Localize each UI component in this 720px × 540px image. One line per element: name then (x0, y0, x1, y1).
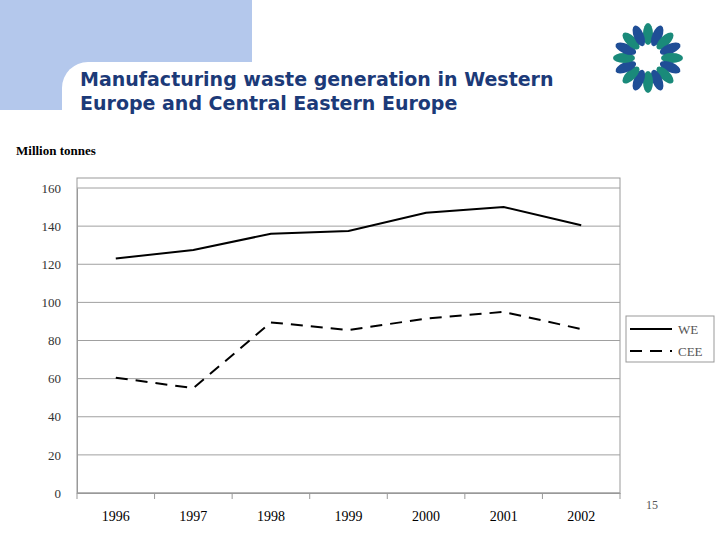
y-tick: 40 (48, 409, 77, 424)
series-line (116, 312, 581, 388)
legend: WE CEE (626, 316, 714, 362)
grid-line (77, 264, 620, 265)
x-tick: 2002 (567, 493, 595, 524)
grid-line (77, 188, 620, 189)
x-tick-label: 2000 (412, 509, 440, 524)
legend-label: WE (678, 322, 698, 337)
x-axis: 1996 1997 1998 1999 2000 2001 2002 (78, 493, 621, 524)
x-separator (309, 493, 310, 499)
y-axis-title: Million tonnes (16, 143, 96, 158)
x-tick-label: 1996 (102, 509, 130, 524)
x-separator (620, 493, 621, 499)
plot-frame (77, 178, 620, 493)
grid-line (77, 340, 620, 341)
x-separator (542, 493, 543, 499)
decor-panel (62, 62, 720, 540)
x-separators (77, 493, 620, 499)
x-tick: 1997 (179, 493, 207, 524)
y-tick: 160 (42, 181, 78, 196)
legend-label: CEE (678, 344, 703, 359)
x-tick-label: 1998 (257, 509, 285, 524)
x-tick: 2000 (412, 493, 440, 524)
logo (613, 23, 683, 93)
grid-line (77, 416, 620, 417)
y-tick: 80 (48, 333, 77, 348)
x-tick: 1996 (102, 493, 130, 524)
y-tick: 20 (48, 448, 77, 463)
y-tick: 140 (42, 219, 78, 234)
x-tick: 2001 (490, 493, 518, 524)
legend-box (626, 316, 714, 362)
grid-line (77, 493, 620, 494)
y-tick: 60 (48, 371, 77, 386)
title: Manufacturing waste generation in Wester… (80, 68, 554, 114)
decor-panel-left (0, 110, 70, 540)
series-line (116, 207, 581, 258)
y-tick-label: 160 (42, 181, 62, 196)
grid (77, 188, 620, 493)
grid-line (77, 378, 620, 379)
x-separator (77, 493, 78, 499)
x-tick-label: 2002 (567, 509, 595, 524)
y-tick: 100 (42, 295, 78, 310)
x-tick-label: 1997 (179, 509, 207, 524)
x-separator (387, 493, 388, 499)
title-line: Europe and Central Eastern Europe (80, 92, 457, 114)
x-separator (154, 493, 155, 499)
x-tick: 1998 (257, 493, 285, 524)
y-tick: 120 (42, 257, 78, 272)
x-separator (464, 493, 465, 499)
slide: Manufacturing waste generation in Wester… (0, 0, 720, 540)
y-tick: 0 (55, 486, 78, 501)
y-tick-label: 80 (48, 333, 61, 348)
y-tick-label: 100 (42, 295, 62, 310)
logo-petal (630, 24, 648, 48)
lines (116, 207, 581, 388)
legend-swatch (630, 328, 672, 330)
x-tick-label: 1999 (335, 509, 363, 524)
y-tick-label: 120 (42, 257, 62, 272)
logo-center (636, 46, 660, 70)
y-tick-label: 40 (48, 409, 61, 424)
title-line: Manufacturing waste generation in Wester… (80, 68, 554, 90)
y-axis-line (77, 189, 78, 494)
grid-line (77, 454, 620, 455)
x-separator (232, 493, 233, 499)
x-tick-label: 2001 (490, 509, 518, 524)
x-tick: 1999 (335, 493, 363, 524)
legend-swatch (630, 350, 672, 352)
y-axis: 0 20 40 60 80 100 120 140 160 (42, 181, 78, 501)
y-tick-label: 140 (42, 219, 62, 234)
x-axis-line (78, 493, 621, 494)
y-tick-label: 60 (48, 371, 61, 386)
y-tick-label: 20 (48, 448, 61, 463)
grid-line (77, 226, 620, 227)
grid-line (77, 302, 620, 303)
page-number: 15 (646, 498, 658, 512)
y-tick-label: 0 (55, 486, 62, 501)
